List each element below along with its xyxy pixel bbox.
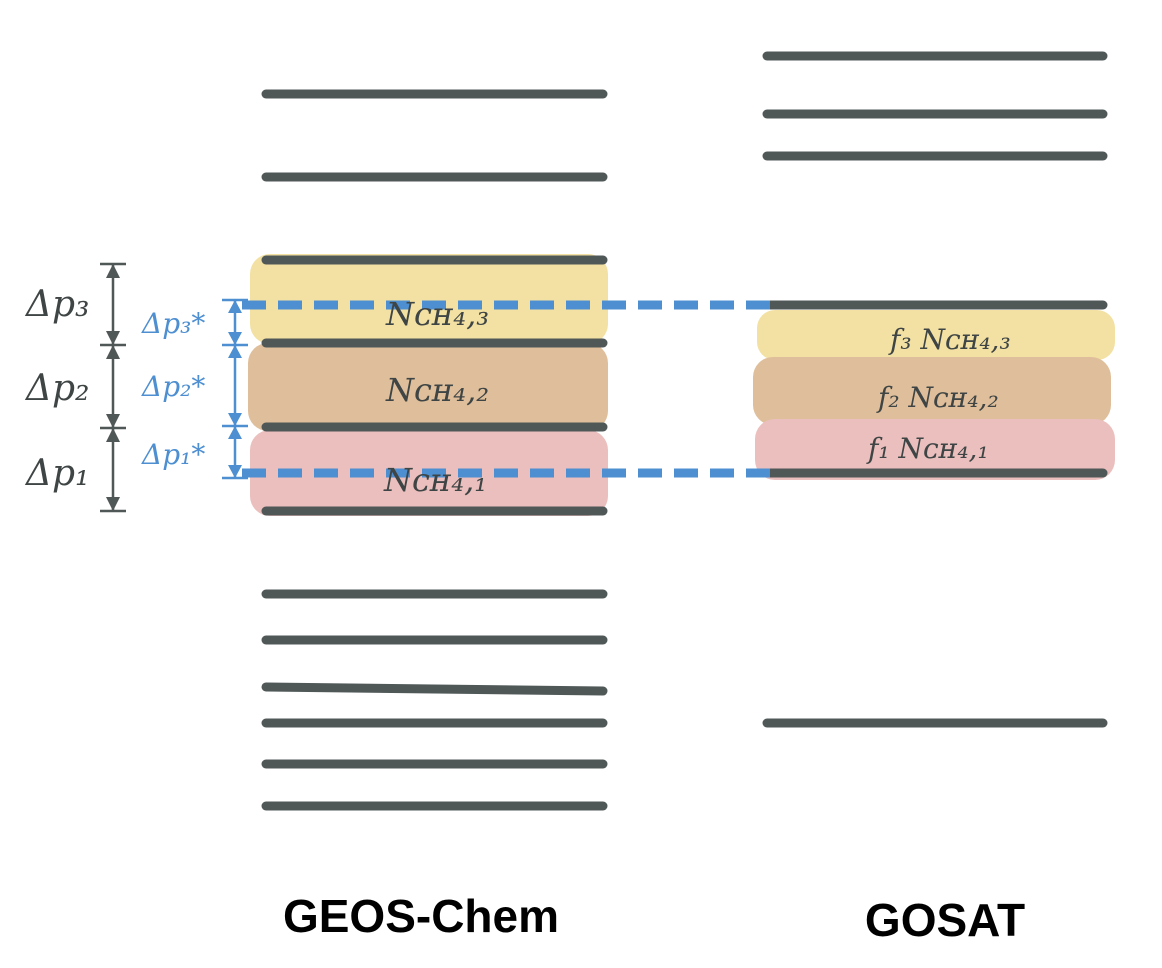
gosat-layer-1-band [755, 419, 1115, 480]
geos-layer-1-label: Nᴄʜ₄,₁ [383, 461, 487, 499]
geos-chem-levels [261, 89, 608, 811]
geos-layer-3-label: Nᴄʜ₄,₃ [385, 295, 489, 333]
gosat-layers [753, 310, 1115, 480]
gosat-layer-1-label: f₁ Nᴄʜ₄,₁ [866, 432, 989, 465]
geos-layer-2-label: Nᴄʜ₄,₂ [385, 371, 489, 409]
delta-p1-label: Δp₁ [24, 453, 89, 494]
gosat-layer-3-label: f₃ Nᴄʜ₄,₃ [888, 323, 1011, 356]
gosat-title: GOSAT [865, 894, 1025, 946]
gosat-layer-2-band [753, 357, 1111, 425]
gosat-layer-3-band [757, 310, 1115, 360]
geos-chem-title: GEOS-Chem [283, 890, 559, 942]
geos-layer-2-band [248, 343, 608, 431]
gosat-levels [762, 51, 1108, 728]
delta-p1-star-label: Δp₁* [141, 438, 205, 471]
dark-dimension-markers [100, 262, 126, 513]
gosat-layer-2-label: f₂ Nᴄʜ₄,₂ [876, 381, 999, 414]
delta-p2-star-label: Δp₂* [141, 370, 205, 403]
delta-p3-star-label: Δp₃* [141, 307, 205, 340]
delta-p3-label: Δp₃ [24, 284, 89, 325]
geos-layer-3-band [250, 254, 608, 344]
delta-p2-label: Δp₂ [24, 368, 89, 409]
blue-dimension-markers [222, 298, 248, 480]
geos-level-line [261, 682, 608, 696]
geos-chem-layers [248, 254, 608, 516]
